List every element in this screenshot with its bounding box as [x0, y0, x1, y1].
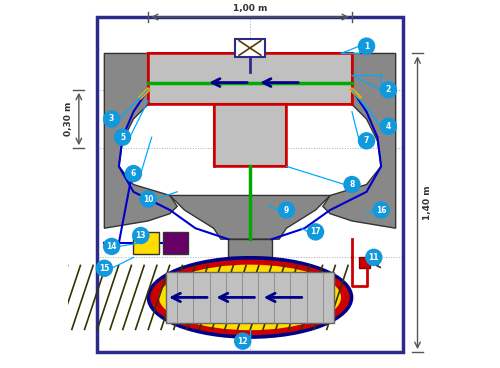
- Circle shape: [104, 238, 120, 254]
- Text: 13: 13: [136, 231, 146, 240]
- Text: 1,40 m: 1,40 m: [423, 185, 432, 220]
- Polygon shape: [104, 53, 177, 228]
- Circle shape: [114, 129, 130, 145]
- Bar: [236, 39, 264, 57]
- FancyBboxPatch shape: [214, 105, 286, 166]
- Text: 1,00 m: 1,00 m: [233, 4, 267, 13]
- Circle shape: [366, 250, 382, 265]
- Text: 12: 12: [238, 337, 248, 346]
- FancyBboxPatch shape: [359, 257, 370, 268]
- Circle shape: [358, 133, 374, 149]
- Text: 3: 3: [109, 114, 114, 124]
- Text: 6: 6: [131, 169, 136, 178]
- Text: 14: 14: [106, 242, 117, 251]
- FancyBboxPatch shape: [166, 272, 334, 323]
- Text: 8: 8: [350, 180, 354, 189]
- Text: 0,30 m: 0,30 m: [64, 102, 74, 136]
- Text: 11: 11: [368, 253, 379, 262]
- Circle shape: [140, 191, 156, 207]
- Text: 5: 5: [120, 133, 125, 142]
- Circle shape: [380, 82, 396, 98]
- Text: 1: 1: [364, 42, 369, 51]
- Circle shape: [380, 118, 396, 134]
- FancyBboxPatch shape: [162, 232, 188, 254]
- Text: 15: 15: [99, 264, 110, 273]
- Text: 7: 7: [364, 136, 369, 145]
- Ellipse shape: [152, 261, 348, 334]
- Circle shape: [373, 202, 389, 218]
- Circle shape: [132, 227, 149, 244]
- Circle shape: [344, 177, 360, 192]
- Circle shape: [104, 111, 120, 127]
- Text: 2: 2: [386, 85, 391, 94]
- Circle shape: [126, 166, 142, 182]
- Circle shape: [308, 224, 324, 240]
- Text: 17: 17: [310, 227, 321, 236]
- Circle shape: [96, 260, 112, 276]
- FancyBboxPatch shape: [134, 232, 159, 254]
- Circle shape: [358, 38, 374, 54]
- Text: 10: 10: [143, 195, 154, 204]
- Polygon shape: [170, 195, 330, 239]
- Text: 9: 9: [284, 205, 289, 215]
- Text: 4: 4: [386, 122, 391, 131]
- Text: 16: 16: [376, 205, 386, 215]
- Circle shape: [234, 333, 250, 349]
- Circle shape: [278, 202, 294, 218]
- Polygon shape: [323, 53, 396, 228]
- FancyBboxPatch shape: [228, 239, 272, 257]
- FancyBboxPatch shape: [148, 53, 352, 105]
- Ellipse shape: [159, 265, 341, 330]
- Ellipse shape: [148, 257, 352, 337]
